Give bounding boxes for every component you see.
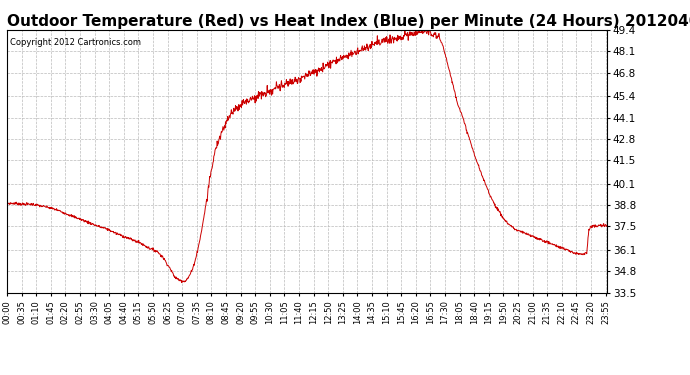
Text: Copyright 2012 Cartronics.com: Copyright 2012 Cartronics.com (10, 38, 141, 47)
Text: Outdoor Temperature (Red) vs Heat Index (Blue) per Minute (24 Hours) 20120406: Outdoor Temperature (Red) vs Heat Index … (7, 14, 690, 29)
